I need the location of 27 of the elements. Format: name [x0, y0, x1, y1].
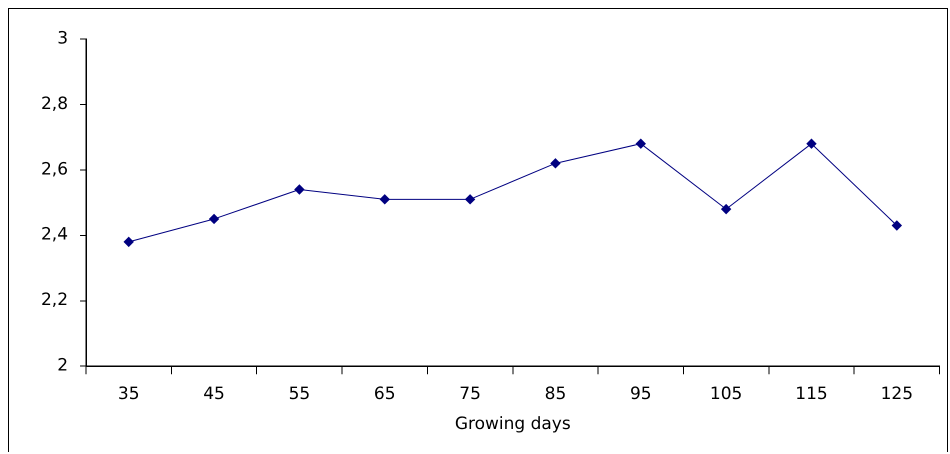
x-tick-label: 75: [459, 384, 481, 404]
x-tick-label: 35: [118, 384, 140, 404]
x-tick-label: 65: [374, 384, 396, 404]
point: [892, 220, 902, 231]
point: [465, 194, 476, 204]
x-tick-label: 115: [795, 384, 828, 404]
x-tick-label: 45: [203, 384, 225, 404]
y-tick-label: 2,8: [40, 94, 68, 114]
x-axis-title: Growing days: [454, 414, 571, 434]
point: [294, 184, 304, 195]
x-tick-label: 125: [880, 384, 914, 404]
x-tick-label: 105: [710, 384, 742, 404]
y-tick-label: 2: [57, 356, 68, 376]
y-tick-label: 3: [57, 28, 68, 48]
x-tick-label: 95: [630, 384, 652, 404]
x-tick-label: 55: [288, 384, 310, 404]
point: [721, 204, 732, 214]
point: [636, 138, 646, 149]
point: [209, 214, 220, 224]
point: [550, 158, 560, 168]
y-tick-label: 2,4: [40, 224, 68, 245]
point: [380, 194, 390, 204]
point: [124, 236, 134, 247]
point: [806, 138, 816, 149]
y-tick-label: 2,6: [40, 159, 68, 180]
x-tick-label: 85: [544, 384, 566, 404]
y-tick-label: 2,2: [40, 290, 68, 310]
